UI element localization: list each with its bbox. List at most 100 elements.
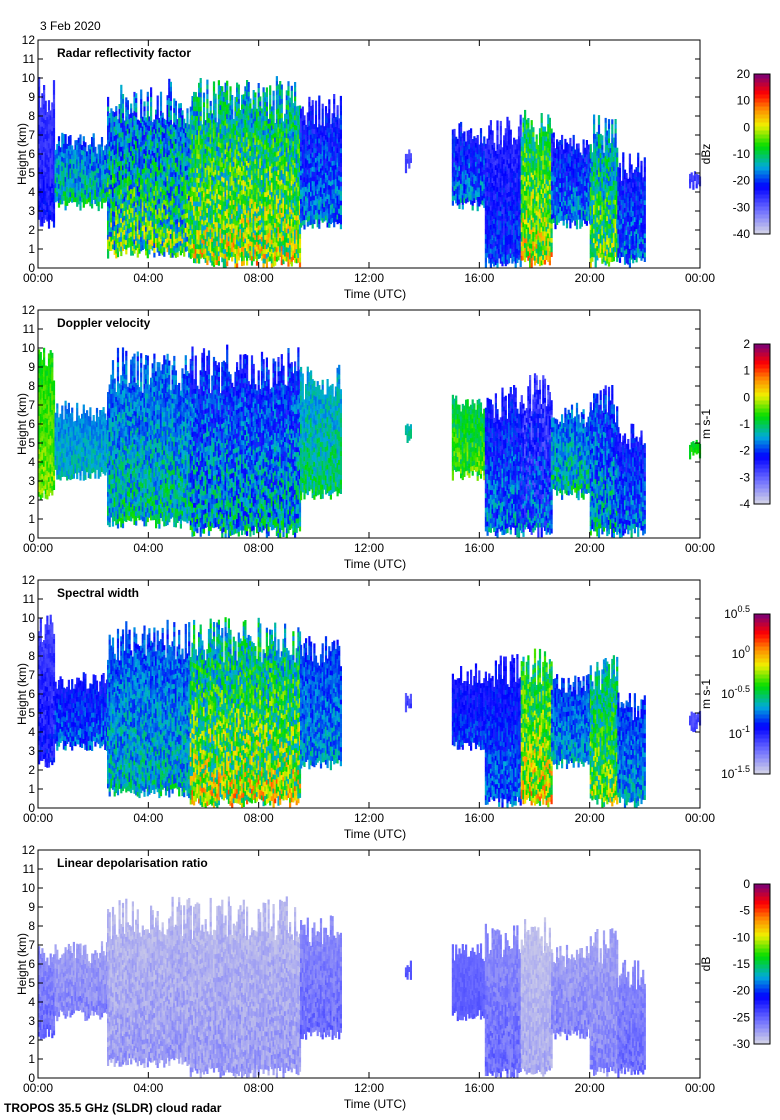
cloud-cell <box>206 260 208 265</box>
cloud-cell <box>115 106 117 111</box>
cloud-cell <box>43 90 45 95</box>
cloud-cell <box>107 106 109 111</box>
cloud-cell <box>157 96 159 101</box>
cloud-cell <box>79 134 81 139</box>
cloud-cell <box>291 91 293 96</box>
cloud-cell <box>200 111 202 116</box>
cloud-cell <box>236 263 238 268</box>
cloud-cell <box>150 92 152 97</box>
cloud-cell <box>150 87 152 92</box>
cloud-cell <box>170 110 172 115</box>
cloud-cell <box>147 101 149 106</box>
cloud-cell <box>238 85 240 90</box>
cloud-cell <box>65 134 67 139</box>
cloud-cell <box>101 137 103 142</box>
cloud-cell <box>266 97 268 102</box>
cloud-cell <box>140 109 142 114</box>
cloud-cell <box>273 100 275 105</box>
cloud-cell <box>69 140 71 145</box>
cloud-cell <box>206 80 208 85</box>
cloud-cell <box>215 99 217 104</box>
cloud-cell <box>93 133 95 138</box>
cloud-cell <box>273 91 275 96</box>
cloud-cell <box>135 107 137 112</box>
cloud-cell <box>120 251 122 256</box>
cloud-cell <box>162 113 164 118</box>
cloud-cell <box>269 90 271 95</box>
cloud-cell <box>98 201 100 206</box>
cloud-cell <box>147 111 149 116</box>
cloud-cell <box>226 261 228 266</box>
cloud-cell <box>203 97 205 102</box>
cloud-cell <box>160 97 162 102</box>
cloud-cell <box>120 85 122 90</box>
cloud-cell <box>53 142 55 147</box>
cloud-cell <box>43 95 45 100</box>
cloud-cell <box>53 123 55 128</box>
cloud-cell <box>231 95 233 100</box>
cloud-cell <box>53 128 55 133</box>
cloud-cell <box>258 83 260 88</box>
cloud-cell <box>153 253 155 258</box>
cloud-cell <box>140 94 142 99</box>
cloud-cell <box>58 136 60 141</box>
cloud-cell <box>200 78 202 83</box>
cloud-cell <box>238 94 240 99</box>
cloud-cell <box>150 116 152 121</box>
cloud-cell <box>287 91 289 96</box>
cloud-cell <box>143 106 145 111</box>
cloud-cell <box>175 101 177 106</box>
cloud-cell <box>249 103 251 108</box>
cloud-cell <box>213 81 215 86</box>
cloud-cell <box>183 119 185 124</box>
panel-0: Radar reflectivity factor012345678910111… <box>15 33 770 301</box>
cloud-cell <box>215 113 217 118</box>
cloud-cell <box>170 91 172 96</box>
cloud-cell <box>273 96 275 101</box>
cloud-cell <box>273 105 275 110</box>
cloud-cell <box>231 105 233 110</box>
cloud-cell <box>259 96 261 101</box>
cloud-cell <box>160 92 162 97</box>
cloud-cell <box>200 102 202 107</box>
cloud-cell <box>249 99 251 104</box>
cloud-cell <box>269 85 271 90</box>
cloud-cell <box>170 120 172 125</box>
cloud-cell <box>256 261 258 266</box>
cloud-cell <box>186 113 188 118</box>
cloud-cell <box>291 262 293 267</box>
cloud-cell <box>251 261 253 266</box>
cloud-cell <box>101 142 103 147</box>
cloud-cell <box>84 147 86 152</box>
cloud-cell <box>122 104 124 109</box>
cloud-cell <box>238 104 240 109</box>
cloud-cell <box>246 261 248 266</box>
cloud-cell <box>53 213 55 218</box>
cloud-cell <box>281 108 283 113</box>
cloud-cell <box>266 92 268 97</box>
cloud-cell <box>177 252 179 257</box>
cloud-cell <box>140 90 142 95</box>
cloud-cell <box>65 139 67 144</box>
cloud-cell <box>122 94 124 99</box>
cloud-cell <box>200 107 202 112</box>
cloud-cell <box>276 76 278 81</box>
cloud-cell <box>53 137 55 142</box>
cloud-cell <box>210 106 212 111</box>
cloud-cell <box>238 89 240 94</box>
cloud-cell <box>181 110 183 115</box>
cloud-cell <box>248 92 250 97</box>
cloud-cell <box>200 83 202 88</box>
cloud-cell <box>45 106 47 111</box>
cloud-cell <box>170 82 172 87</box>
cloud-cell <box>195 92 197 97</box>
cloud-cell <box>48 224 50 229</box>
cloud-cell <box>200 116 202 121</box>
cloud-cell <box>127 110 129 115</box>
cloud-cell <box>281 89 283 94</box>
cloud-cell <box>115 111 117 116</box>
cloud-cell <box>281 99 283 104</box>
cloud-cell <box>203 112 205 117</box>
cloud-cell <box>43 85 45 90</box>
cloud-cell <box>218 261 220 266</box>
